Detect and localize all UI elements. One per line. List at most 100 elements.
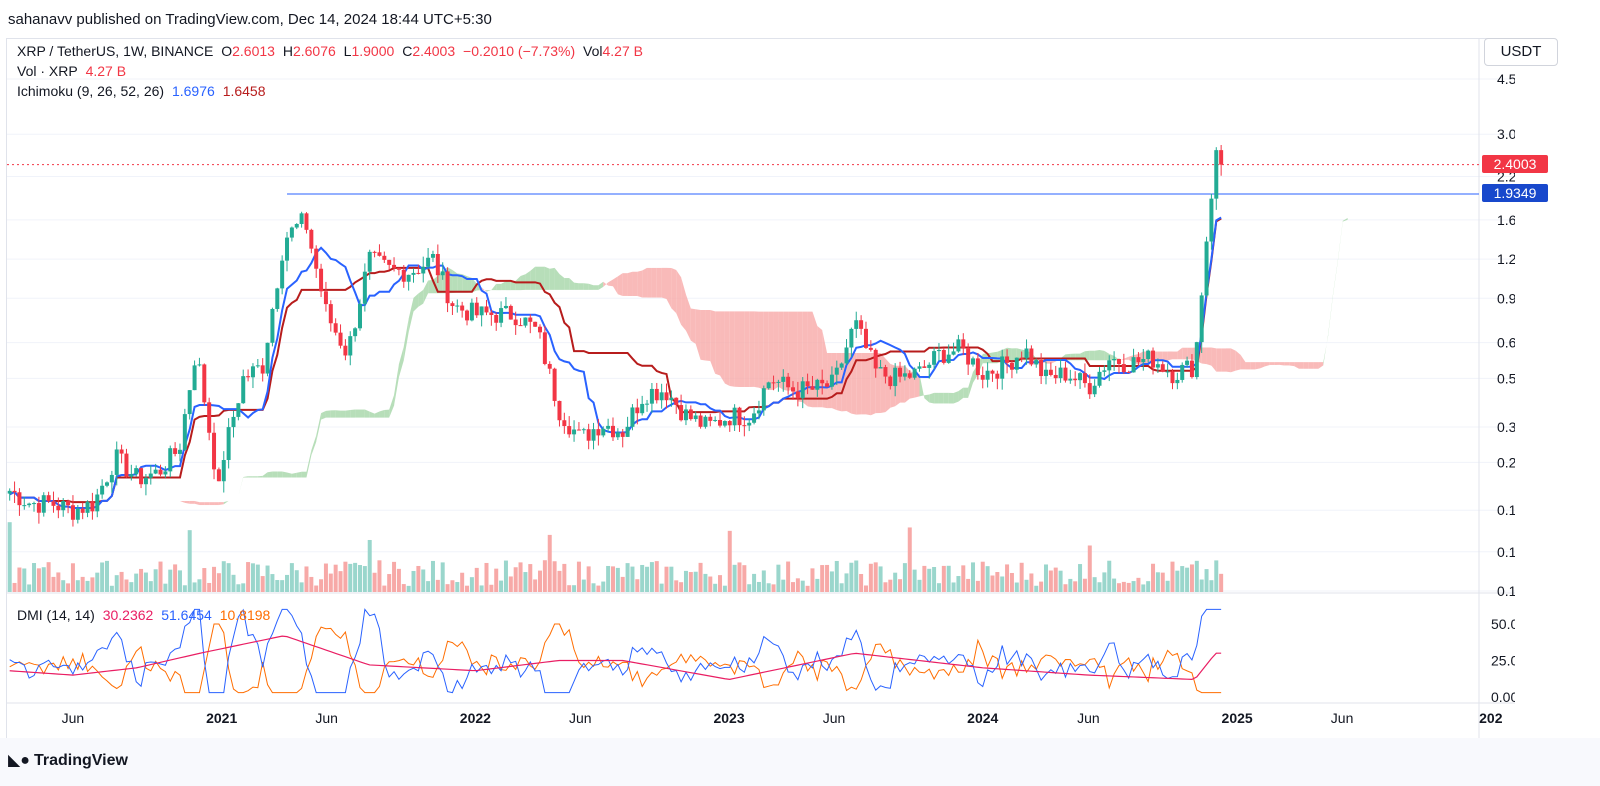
ichimoku-cloud-segment (1240, 354, 1246, 370)
candle-body (902, 373, 907, 377)
candle-body (971, 358, 976, 365)
ichimoku-label[interactable]: Ichimoku (9, 26, 52, 26) (17, 83, 165, 99)
volume-bar (893, 572, 898, 592)
volume-bar (708, 576, 713, 592)
candle-body (586, 429, 591, 441)
candle-body (182, 414, 187, 450)
volume-bar (503, 560, 508, 592)
volume-bar (401, 584, 406, 592)
y-tick-label: 3.0000 (1497, 126, 1515, 142)
ichimoku-cloud-segment (248, 476, 253, 478)
candle-body (1087, 383, 1092, 395)
volume-bar (756, 581, 761, 592)
volume-bar (1131, 581, 1136, 592)
ichimoku-cloud-segment (827, 352, 832, 409)
ichimoku-cloud-segment (189, 500, 195, 504)
candle-body (1165, 371, 1170, 373)
ichimoku-cloud-segment (1182, 347, 1188, 360)
ichimoku-cloud-segment (544, 266, 550, 290)
volume-bar (236, 584, 241, 592)
candle-body (100, 485, 105, 495)
ichimoku-cloud-segment (1016, 348, 1022, 361)
candle-body (834, 367, 839, 375)
ichimoku-cloud-segment (340, 410, 346, 418)
ichimoku-cloud-segment (1109, 353, 1115, 361)
candle-body (1039, 359, 1044, 377)
volume-bar (533, 579, 538, 592)
volume-bar (1014, 582, 1019, 592)
candle-body (912, 368, 917, 378)
candle-body (75, 508, 80, 520)
candle-body (129, 474, 134, 477)
volume-bar (664, 566, 669, 592)
volume-bar (46, 562, 51, 592)
open-value: 2.6013 (232, 43, 275, 59)
volume-bar (494, 568, 499, 592)
volume-bar (674, 580, 679, 592)
open-label: O (221, 43, 233, 59)
currency-unit-button[interactable]: USDT (1484, 38, 1558, 66)
volume-bar (898, 579, 903, 592)
volume-bar (1005, 564, 1010, 592)
candle-body (304, 213, 309, 230)
symbol-name[interactable]: XRP / TetherUS, 1W, BINANCE (17, 43, 214, 59)
ichimoku-cloud-segment (428, 279, 433, 294)
volume-bar (246, 562, 251, 592)
chart-frame[interactable]: Jun 2021 Jun 2022 Jun 2023 Jun 2024 Jun 2025 Jun 20… (6, 38, 1515, 749)
ichimoku-cloud-segment (1313, 362, 1319, 369)
candle-body (17, 492, 22, 506)
chart-canvas[interactable]: Jun 2021 Jun 2022 Jun 2023 Jun 2024 Jun 2025 Jun 20… (7, 39, 1515, 749)
volume-bar (766, 583, 771, 592)
ichimoku-cloud-segment (705, 310, 711, 362)
candle-body (1082, 373, 1087, 384)
candle-body (815, 379, 820, 390)
volume-bar (649, 562, 654, 592)
volume-bar (1009, 572, 1014, 592)
candle-body (664, 392, 669, 401)
ichimoku-cloud-segment (720, 311, 725, 384)
candle-body (922, 366, 927, 368)
volume-bar (781, 579, 786, 592)
vol-label: Vol (583, 43, 603, 59)
candle-body (260, 365, 265, 374)
ichimoku-cloud-segment (199, 502, 205, 506)
volume-bar (761, 570, 766, 592)
volume-bar (1078, 564, 1083, 592)
ichimoku-cloud-segment (919, 374, 925, 399)
ichimoku-cloud-segment (311, 435, 317, 456)
x-tick-label: 2023 (713, 710, 744, 726)
volume-bar (372, 572, 377, 592)
volume-bar (912, 569, 917, 592)
candle-body (688, 409, 693, 420)
volume-bar (557, 570, 562, 592)
candle-body (1185, 360, 1190, 365)
volume-bar (732, 564, 737, 592)
volume-bar (552, 561, 557, 592)
volume-bar (1019, 562, 1024, 592)
ichimoku-cloud-segment (695, 309, 701, 360)
volume-indicator-label[interactable]: Vol · XRP (17, 63, 78, 79)
candle-body (825, 383, 830, 387)
candle-body (1160, 364, 1165, 372)
volume-bar (343, 561, 348, 592)
volume-bar (591, 583, 596, 592)
volume-bar (105, 560, 109, 592)
tradingview-logo[interactable]: ◣● TradingView (8, 750, 128, 770)
dmi-label[interactable]: DMI (14, 14) (17, 607, 95, 623)
candle-body (873, 349, 878, 369)
ichimoku-cloud-segment (1187, 347, 1192, 360)
candle-body (645, 403, 650, 405)
candle-body (620, 432, 625, 437)
volume-bar (17, 567, 22, 592)
volume-bar (800, 580, 805, 592)
volume-legend: Vol · XRP 4.27 B (17, 63, 130, 79)
volume-bar (100, 562, 105, 592)
candle-body (669, 397, 674, 401)
ichimoku-cloud-segment (583, 283, 589, 290)
ichimoku-cloud-segment (321, 410, 326, 420)
ichimoku-cloud-segment (243, 476, 249, 478)
volume-bar (630, 566, 635, 592)
candle-body (854, 320, 859, 329)
candle-body (1005, 356, 1010, 363)
volume-bar (927, 568, 932, 592)
